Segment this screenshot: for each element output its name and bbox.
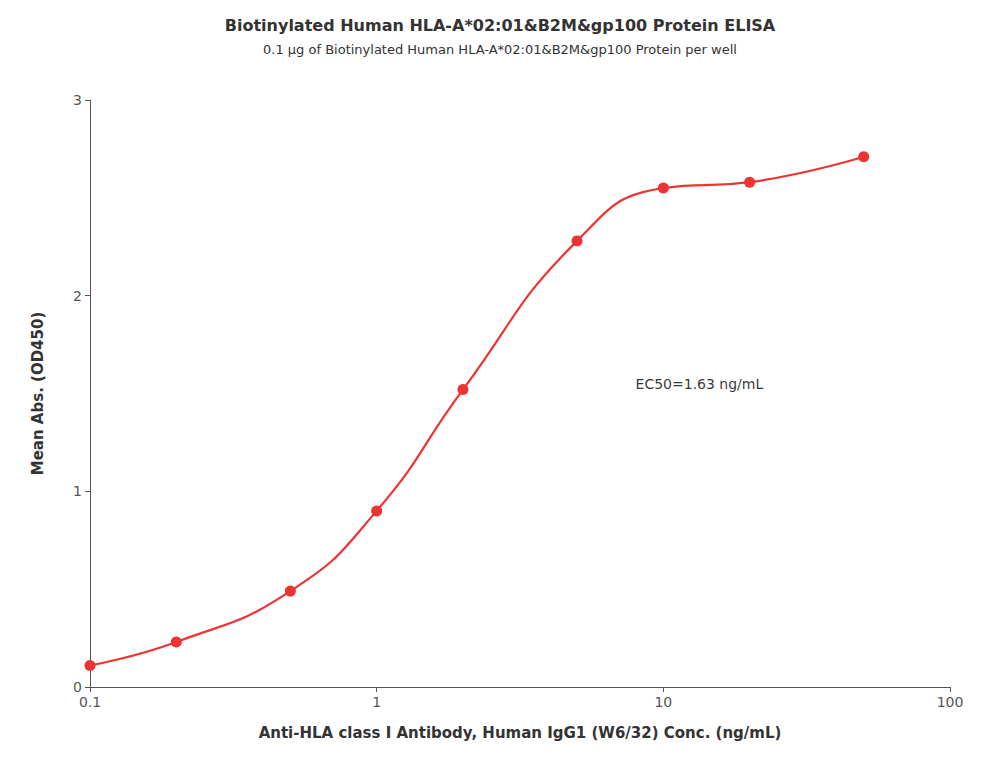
svg-text:10: 10 — [654, 694, 672, 710]
svg-text:Biotinylated Human HLA-A*02:01: Biotinylated Human HLA-A*02:01&B2M&gp100… — [225, 16, 776, 35]
svg-text:100: 100 — [937, 694, 964, 710]
svg-text:0.1 μg of Biotinylated Human H: 0.1 μg of Biotinylated Human HLA-A*02:01… — [263, 42, 737, 57]
svg-text:Mean Abs. (OD450): Mean Abs. (OD450) — [29, 312, 47, 476]
svg-text:0.1: 0.1 — [79, 694, 101, 710]
svg-text:2: 2 — [73, 288, 82, 304]
svg-text:3: 3 — [73, 92, 82, 108]
svg-text:EC50=1.63 ng/mL: EC50=1.63 ng/mL — [636, 376, 764, 392]
svg-text:1: 1 — [73, 483, 82, 499]
svg-text:0: 0 — [73, 679, 82, 695]
svg-text:Anti-HLA class I Antibody, Hum: Anti-HLA class I Antibody, Human IgG1 (W… — [259, 724, 782, 742]
svg-text:1: 1 — [372, 694, 381, 710]
